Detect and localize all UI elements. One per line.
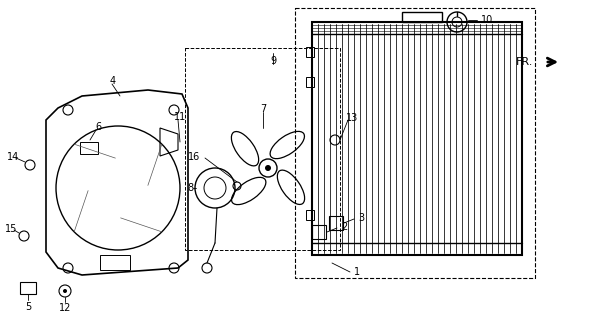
Circle shape [63,289,67,293]
Text: 9: 9 [270,56,276,66]
Text: FR.: FR. [516,57,533,67]
Text: 14: 14 [7,152,19,162]
Text: 4: 4 [110,76,116,86]
Text: 8: 8 [187,183,193,193]
Text: 2: 2 [341,222,347,232]
Text: 15: 15 [5,224,17,234]
Text: 12: 12 [59,303,71,313]
Text: 3: 3 [358,213,364,223]
Text: 11: 11 [174,112,186,122]
Text: 13: 13 [346,113,358,123]
Text: 6: 6 [95,122,101,132]
Text: 7: 7 [260,104,266,114]
Text: 16: 16 [188,152,200,162]
Text: 5: 5 [25,302,31,312]
Text: 10: 10 [481,15,493,25]
Circle shape [265,165,271,171]
Text: 1: 1 [354,267,360,277]
